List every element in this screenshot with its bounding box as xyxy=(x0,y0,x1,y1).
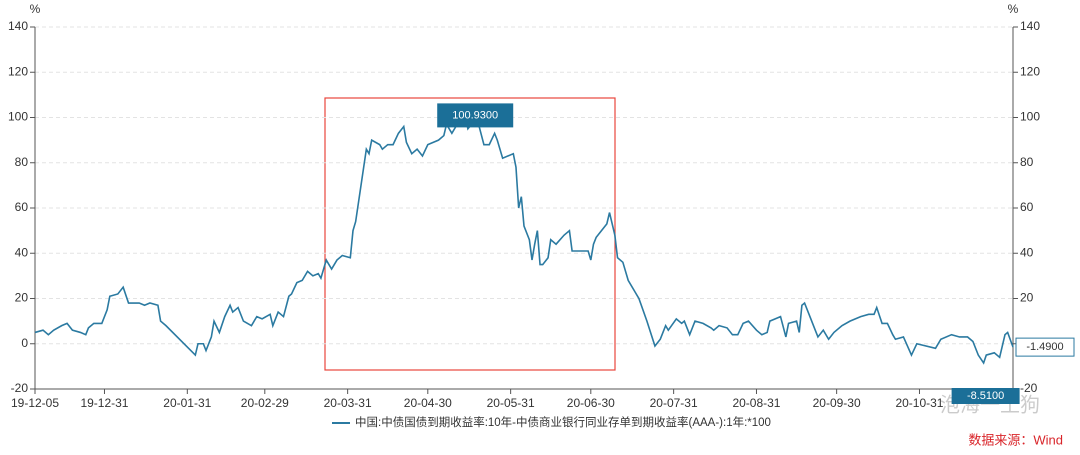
x-tick-label: 20-01-31 xyxy=(163,396,211,410)
y2-tick-label: 20 xyxy=(1020,291,1034,305)
y-unit: % xyxy=(30,2,41,16)
min-label-box xyxy=(951,388,1020,404)
y2-tick-label: 40 xyxy=(1020,245,1034,259)
legend-label: 中国:中债国债到期收益率:10年-中债商业银行同业存单到期收益率(AAA-):1… xyxy=(355,415,771,429)
x-tick-label: 20-09-30 xyxy=(813,396,861,410)
x-tick-label: 19-12-05 xyxy=(11,396,59,410)
y-tick-label: 40 xyxy=(15,245,29,259)
x-tick-label: 20-03-31 xyxy=(324,396,372,410)
y2-tick-label: -20 xyxy=(1020,381,1038,395)
y-tick-label: 80 xyxy=(15,155,29,169)
y2-tick-label: 80 xyxy=(1020,155,1034,169)
x-tick-label: 20-08-31 xyxy=(732,396,780,410)
y2-tick-label: 140 xyxy=(1020,19,1040,33)
x-tick-label: 20-02-29 xyxy=(241,396,289,410)
x-tick-label: 20-05-31 xyxy=(487,396,535,410)
source: 数据来源：Wind xyxy=(968,432,1063,447)
y2-tick-label: 120 xyxy=(1020,64,1040,78)
y2-tick-label: 60 xyxy=(1020,200,1034,214)
highlight-box xyxy=(324,97,616,371)
x-tick-label: 19-12-31 xyxy=(80,396,128,410)
y-tick-label: 100 xyxy=(8,110,28,124)
y-tick-label: -20 xyxy=(11,381,29,395)
x-tick-label: 20-07-31 xyxy=(650,396,698,410)
y-tick-label: 140 xyxy=(8,19,28,33)
line xyxy=(34,113,1014,365)
y2-unit: % xyxy=(1008,2,1019,16)
y2-tick-label: 100 xyxy=(1020,110,1040,124)
max-label-box xyxy=(437,103,514,128)
y-tick-label: 60 xyxy=(15,200,29,214)
x-tick-label: 20-10-31 xyxy=(895,396,943,410)
last-label-box xyxy=(1015,337,1075,357)
y-tick-label: 0 xyxy=(21,336,28,350)
x-tick-label: 20-06-30 xyxy=(567,396,615,410)
x-tick-label: 20-04-30 xyxy=(404,396,452,410)
y-tick-label: 120 xyxy=(8,64,28,78)
y-tick-label: 20 xyxy=(15,291,29,305)
min-label: -8.5100 xyxy=(967,390,1004,402)
max-label: 100.9300 xyxy=(452,109,498,121)
last-label: -1.4900 xyxy=(1026,341,1063,353)
